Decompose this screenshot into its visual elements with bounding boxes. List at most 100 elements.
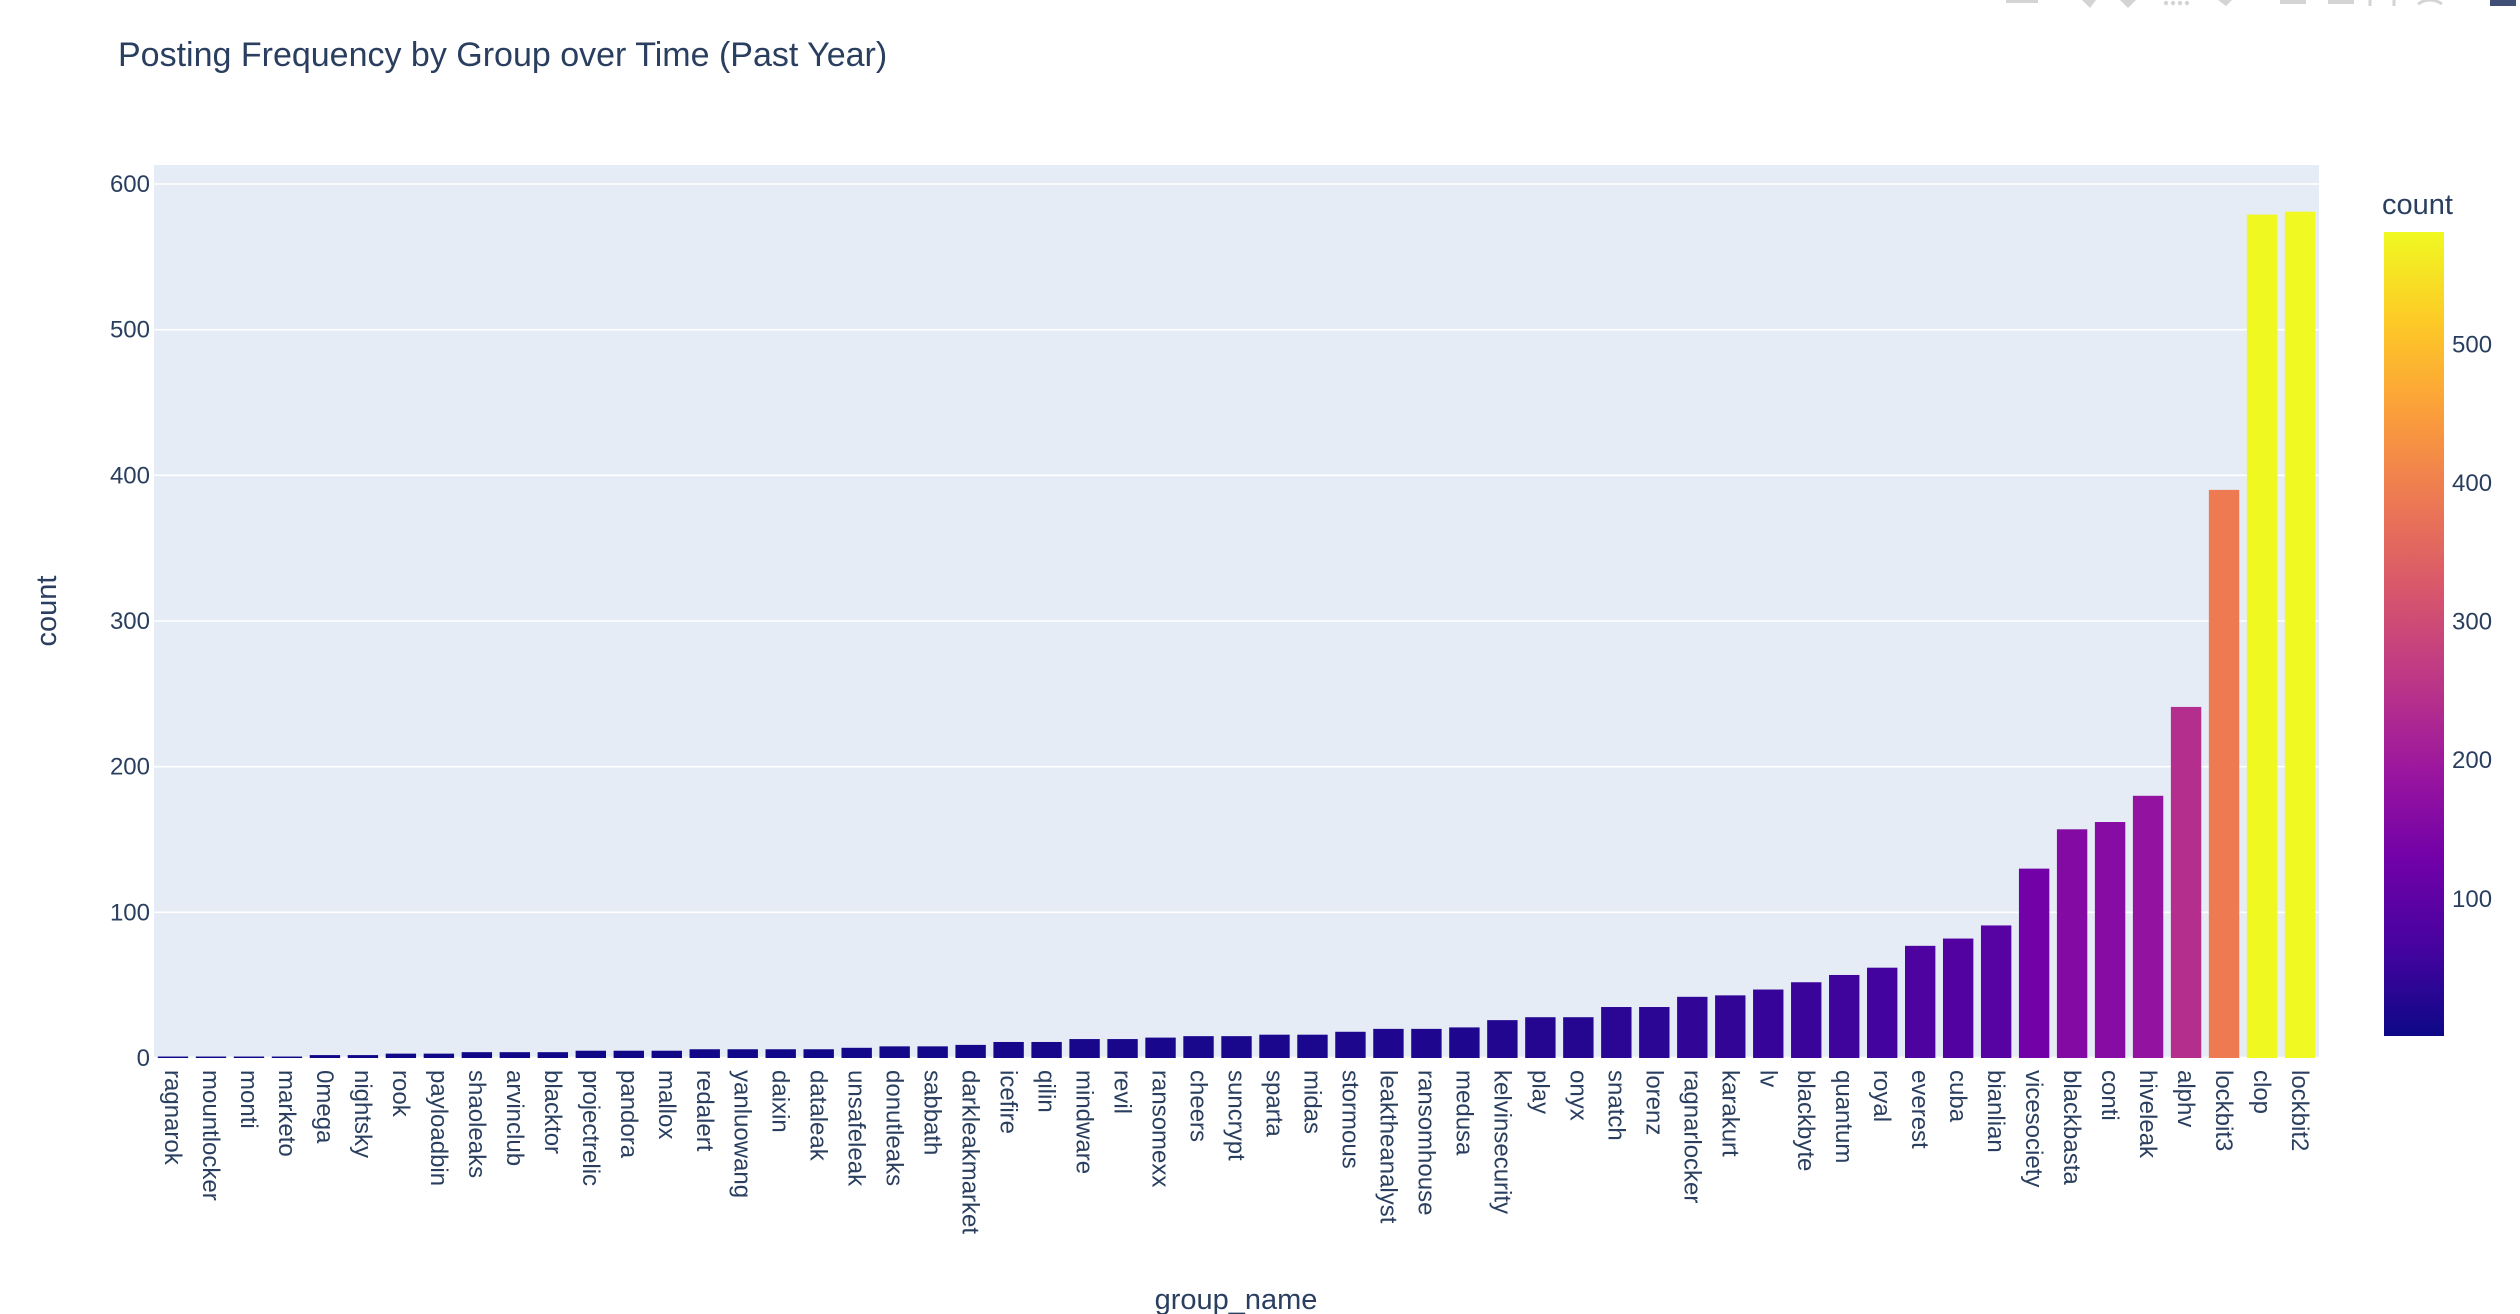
bar-donutleaks[interactable] (879, 1046, 910, 1058)
bar-medusa[interactable] (1449, 1027, 1480, 1058)
x-tick-label: onyx (1564, 1070, 1591, 1121)
bar-ransomhouse[interactable] (1411, 1028, 1442, 1058)
bar-leaktheanalyst[interactable] (1373, 1028, 1404, 1058)
bar-alphv[interactable] (2170, 706, 2202, 1058)
pan-icon[interactable] (2120, 0, 2136, 8)
bar-clop[interactable] (2246, 214, 2278, 1059)
box-select-icon[interactable] (2163, 0, 2190, 6)
bar-dataleak[interactable] (803, 1049, 834, 1058)
bar-projectrelic[interactable] (575, 1050, 606, 1058)
bar-cuba[interactable] (1942, 938, 1974, 1058)
autoscale-icon[interactable] (2368, 0, 2396, 6)
bar-blackbyte[interactable] (1791, 982, 1822, 1058)
bar-sparta[interactable] (1259, 1034, 1290, 1058)
x-tick-label: ragnarok (159, 1070, 186, 1166)
bar-pandora[interactable] (613, 1050, 644, 1058)
bar-mallox[interactable] (651, 1050, 682, 1058)
x-tick-label: redalert (691, 1070, 718, 1152)
bar-revil[interactable] (1107, 1039, 1138, 1058)
bar-daixin[interactable] (765, 1049, 796, 1058)
bar-monti[interactable] (233, 1056, 265, 1058)
zoom-in-icon[interactable] (2280, 0, 2306, 4)
bar-payloadbin[interactable] (423, 1053, 455, 1058)
x-tick-label: conti (2096, 1070, 2123, 1121)
bar-vicesociety[interactable] (2018, 868, 2050, 1058)
bar-shaoleaks[interactable] (461, 1052, 493, 1058)
bar-sabbath[interactable] (917, 1046, 948, 1058)
bar-marketo[interactable] (271, 1056, 303, 1058)
bar-blacktor[interactable] (537, 1052, 569, 1058)
x-axis-title: group_name (1155, 1284, 1318, 1314)
bar-icefire[interactable] (993, 1041, 1024, 1058)
bar-quantum[interactable] (1829, 974, 1860, 1058)
bar-ragnarlocker[interactable] (1677, 996, 1708, 1058)
bar-suncrypt[interactable] (1221, 1036, 1252, 1058)
bar-unsafeleak[interactable] (841, 1047, 872, 1058)
x-tick-label: blackbasta (2058, 1070, 2085, 1185)
bar-kelvinsecurity[interactable] (1487, 1020, 1518, 1058)
bar-darkleakmarket[interactable] (955, 1044, 986, 1058)
x-tick-label: royal (1868, 1070, 1895, 1122)
y-tick-label: 300 (110, 608, 150, 635)
lasso-icon[interactable] (2218, 0, 2232, 6)
x-tick-label: medusa (1450, 1070, 1477, 1156)
bar-karakurt[interactable] (1715, 995, 1746, 1058)
x-tick-label: dataleak (805, 1070, 832, 1162)
x-tick-label: rook (387, 1070, 414, 1118)
bar-everest[interactable] (1904, 945, 1936, 1058)
bar-arvinclub[interactable] (499, 1052, 531, 1058)
y-tick-label: 100 (110, 899, 150, 926)
camera-icon[interactable] (2006, 0, 2038, 3)
bar-hiveleak[interactable] (2132, 795, 2164, 1058)
bar-lockbit2[interactable] (2284, 211, 2316, 1058)
bar-blackbasta[interactable] (2056, 829, 2088, 1058)
x-tick-label: daixin (767, 1070, 794, 1133)
bar-ragnarok[interactable] (157, 1056, 189, 1058)
colorbar (2384, 232, 2444, 1036)
bar-royal[interactable] (1867, 967, 1898, 1058)
colorbar-ticks: 100 200 300 400 500 (2452, 331, 2492, 912)
bar-conti[interactable] (2094, 822, 2126, 1058)
zoom-out-icon[interactable] (2328, 0, 2354, 4)
x-tick-label: stormous (1336, 1070, 1363, 1169)
bar-yanluowang[interactable] (727, 1049, 758, 1058)
bar-lv[interactable] (1753, 989, 1784, 1058)
bar-stormous[interactable] (1335, 1031, 1366, 1058)
bar-rook[interactable] (385, 1053, 417, 1058)
bar-qilin[interactable] (1031, 1041, 1062, 1058)
x-tick-label: projectrelic (577, 1070, 604, 1186)
bar-ransomexx[interactable] (1145, 1037, 1176, 1058)
colorbar-title: count (2382, 189, 2453, 221)
x-tick-label: 0mega (311, 1070, 338, 1144)
x-tick-label: arvinclub (501, 1070, 528, 1166)
reset-axes-icon[interactable] (2417, 0, 2443, 6)
bar-onyx[interactable] (1563, 1017, 1594, 1058)
bar-mountlocker[interactable] (195, 1056, 227, 1058)
x-tick-label: everest (1906, 1070, 1933, 1149)
bar-mindware[interactable] (1069, 1039, 1100, 1058)
colorbar-tick-label: 200 (2452, 747, 2492, 774)
bar-cheers[interactable] (1183, 1036, 1214, 1058)
bar-bianlian[interactable] (1980, 925, 2012, 1058)
bar-nightsky[interactable] (347, 1055, 379, 1058)
colorbar-tick-label: 300 (2452, 609, 2492, 636)
plotly-logo-icon[interactable] (2490, 0, 2516, 6)
x-tick-label: vicesociety (2020, 1070, 2047, 1187)
y-tick-label: 600 (110, 171, 150, 198)
x-tick-label: play (1526, 1070, 1553, 1114)
x-tick-label: midas (1298, 1070, 1325, 1134)
bar-lockbit3[interactable] (2208, 489, 2240, 1058)
bar-midas[interactable] (1297, 1034, 1328, 1058)
x-tick-label: lockbit2 (2286, 1070, 2313, 1151)
bar-play[interactable] (1525, 1017, 1556, 1058)
bar-redalert[interactable] (689, 1049, 720, 1058)
bar-snatch[interactable] (1601, 1007, 1632, 1058)
x-tick-label: hiveleak (2134, 1070, 2161, 1159)
colorbar-tick-label: 400 (2452, 470, 2492, 497)
zoom-icon[interactable] (2082, 0, 2096, 8)
bar-lorenz[interactable] (1639, 1007, 1670, 1058)
bar-0mega[interactable] (309, 1055, 341, 1058)
x-tick-label: mountlocker (197, 1070, 224, 1201)
x-tick-label: sabbath (919, 1070, 946, 1155)
